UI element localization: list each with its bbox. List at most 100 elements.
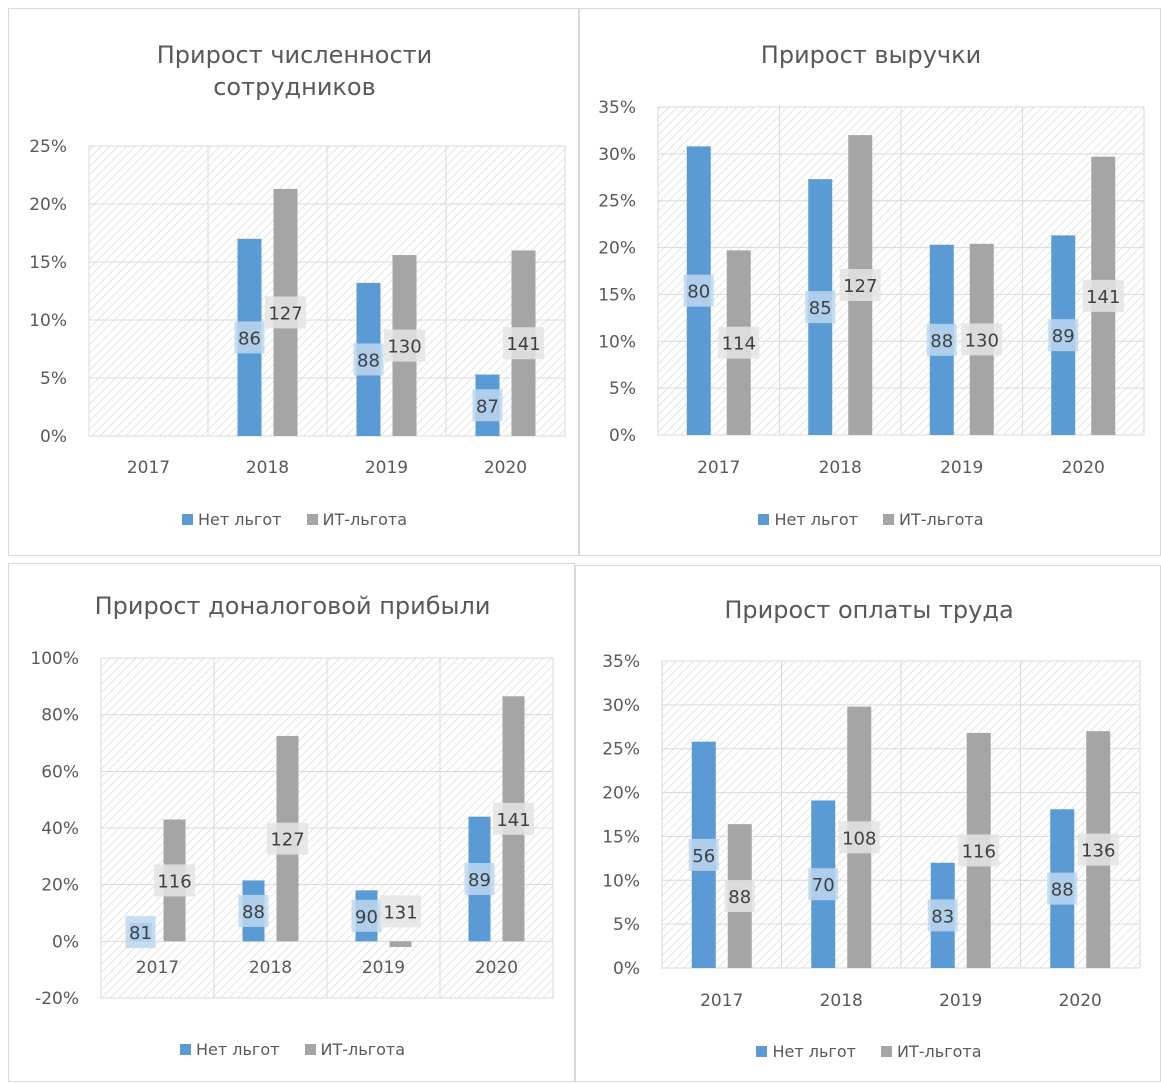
y-tick-label: 5% (609, 379, 636, 399)
data-label-box (927, 899, 958, 932)
legend-swatch (756, 1046, 768, 1057)
data-label: 80 (687, 282, 710, 303)
y-tick-label: 20% (41, 876, 79, 896)
y-tick-label: 25% (602, 740, 640, 760)
data-label: 136 (1081, 841, 1115, 862)
data-label: 141 (1086, 287, 1120, 308)
data-label: 130 (965, 330, 999, 351)
y-tick-label: 15% (29, 253, 67, 273)
x-tick-label: 2017 (700, 991, 743, 1011)
y-tick-label: 10% (598, 332, 636, 352)
chart-legend: Нет льгот ИТ-льгота (9, 1040, 576, 1059)
data-label-box (718, 326, 760, 359)
chart-title-line: Прирост численности (156, 41, 433, 69)
legend-label: Нет льгот (774, 510, 858, 529)
chart-headcount: 0% 5% 10% 15% 20% 25% 2017 86 127 2018 88 130 2019 87… (29, 137, 566, 478)
data-label: 87 (476, 396, 499, 417)
data-label: 85 (809, 298, 832, 319)
data-label: 116 (962, 841, 996, 862)
x-tick-label: 2019 (940, 458, 983, 478)
chart-panel-profit: Прирост доналоговой прибыли -20% 0% 20% 40%… (8, 563, 575, 1082)
legend-swatch (306, 514, 318, 525)
data-label: 88 (242, 902, 265, 923)
chart-title-line: Прирост выручки (760, 41, 982, 69)
x-tick-label: 2020 (475, 958, 518, 978)
data-label-box (1047, 872, 1078, 905)
x-tick-label: 2018 (246, 458, 289, 478)
y-tick-label: 5% (613, 915, 640, 935)
data-label-box (958, 834, 1000, 867)
y-tick-label: 0% (40, 427, 67, 447)
legend-swatch (883, 514, 895, 525)
data-label-box (838, 821, 880, 854)
y-tick-label: 100% (30, 649, 79, 669)
data-label: 127 (270, 830, 304, 851)
data-label-box (472, 389, 503, 422)
data-label: 127 (843, 276, 877, 297)
data-label-box (1048, 319, 1079, 352)
data-label-box (493, 802, 534, 835)
chart-panel-wages: Прирост оплаты труда 0% 5% 10% 15% 20% 25% 30%… (575, 565, 1161, 1082)
legend-label: Нет льгот (197, 510, 282, 529)
data-label-box (351, 899, 382, 932)
data-label-box (1082, 279, 1124, 312)
legend-item-series-1[interactable]: Нет льгот (756, 1042, 856, 1061)
data-label-box (380, 895, 421, 928)
chart-profit: -20% 0% 20% 40% 60% 80% 100% 81 116 2017 88 127 2018… (30, 649, 554, 1009)
x-tick-label: 2020 (1059, 991, 1102, 1011)
y-tick-label: 40% (41, 819, 79, 839)
legend-item-series-2[interactable]: ИТ-льгота (306, 510, 407, 529)
data-label-box (961, 323, 1003, 356)
y-tick-label: 60% (41, 762, 79, 782)
chart-title: Прирост доналоговой прибыли (9, 590, 576, 622)
y-tick-label: 30% (602, 696, 640, 716)
data-label-box (1077, 833, 1119, 866)
legend-item-series-2[interactable]: ИТ-льгота (881, 1042, 982, 1061)
data-label-box (234, 321, 265, 354)
data-label: 86 (238, 328, 261, 349)
data-label: 141 (506, 334, 540, 355)
data-label-box (267, 822, 308, 855)
legend-swatch (181, 514, 193, 525)
legend-swatch (758, 514, 770, 525)
data-label: 114 (722, 334, 756, 355)
legend-item-series-1[interactable]: Нет льгот (181, 510, 282, 529)
chart-legend: Нет льгот ИТ-льгота (576, 1042, 1161, 1061)
y-tick-label: 15% (598, 285, 636, 305)
legend-label: ИТ-льгота (320, 1040, 406, 1059)
data-label: 127 (268, 303, 302, 324)
data-label: 88 (728, 887, 751, 908)
chart-revenue: 0% 5% 10% 15% 20% 25% 30% 35% 80 114 2017 85 127 2018… (598, 98, 1145, 478)
legend-item-series-1[interactable]: Нет льгот (758, 510, 858, 529)
data-label: 88 (357, 350, 380, 371)
legend-item-series-2[interactable]: ИТ-льгота (883, 510, 984, 529)
y-tick-label: 10% (29, 311, 67, 331)
data-label-box (265, 296, 306, 329)
data-label: 81 (129, 923, 152, 944)
chart-title: Прирост выручки (580, 39, 1161, 71)
data-label: 141 (496, 810, 530, 831)
legend-label: ИТ-льгота (897, 1042, 982, 1061)
chart-wages: 0% 5% 10% 15% 20% 25% 30% 35% 56 88 2017 70 108 2018 8… (602, 652, 1141, 1011)
data-label: 70 (812, 875, 835, 896)
chart-title-line: Прирост оплаты труда (724, 596, 1014, 624)
chart-title-line: Прирост доналоговой прибыли (94, 592, 491, 620)
data-label-box (503, 327, 544, 360)
legend-swatch (179, 1044, 191, 1055)
legend-label: Нет льгот (195, 1040, 280, 1059)
legend-swatch (304, 1044, 316, 1055)
data-label-box (384, 329, 425, 362)
data-label: 130 (387, 337, 421, 358)
x-tick-label: 2019 (939, 991, 982, 1011)
legend-item-series-2[interactable]: ИТ-льгота (304, 1040, 406, 1059)
y-tick-label: 30% (598, 145, 636, 165)
x-tick-label: 2019 (365, 458, 408, 478)
data-label-box (805, 291, 836, 324)
data-label-box (238, 894, 269, 927)
y-tick-label: -20% (35, 989, 79, 1009)
x-tick-label: 2017 (136, 958, 179, 978)
legend-item-series-1[interactable]: Нет льгот (179, 1040, 280, 1059)
x-tick-label: 2018 (819, 458, 862, 478)
x-tick-label: 2020 (484, 458, 527, 478)
y-tick-label: 0% (52, 932, 79, 952)
